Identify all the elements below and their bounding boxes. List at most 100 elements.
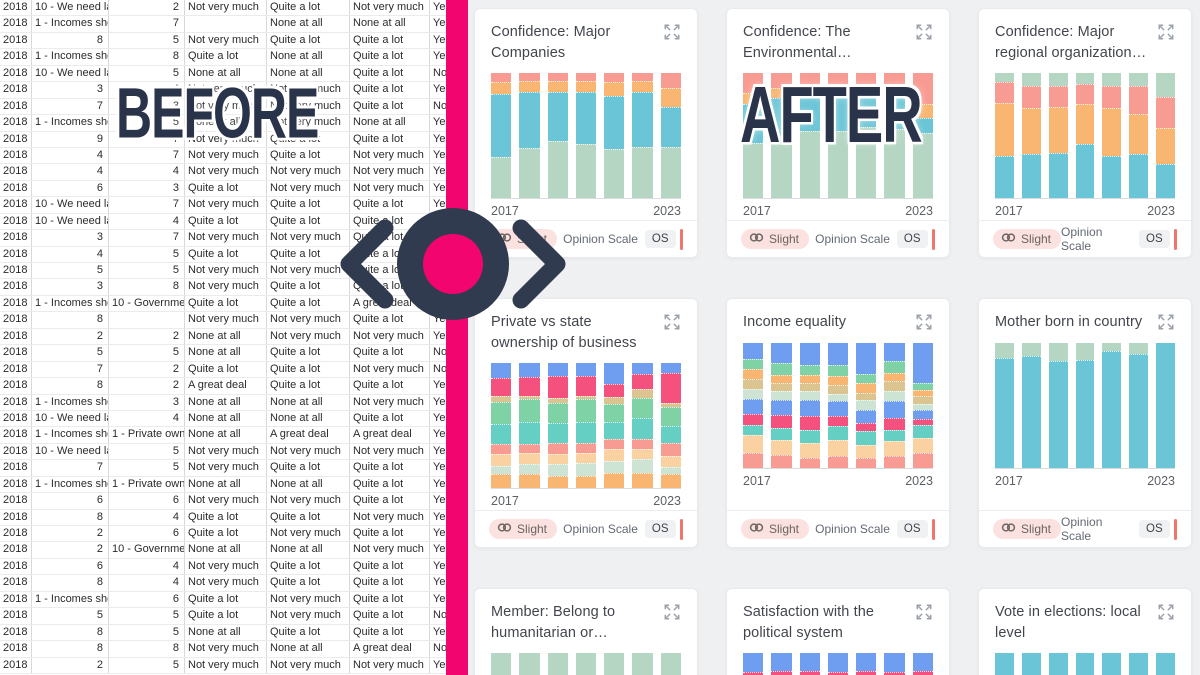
table-cell[interactable]: 10 - We need lar: [32, 443, 109, 460]
table-cell[interactable]: 2018: [0, 82, 32, 98]
table-cell[interactable]: 1 - Incomes shou: [32, 476, 109, 493]
chart-bar[interactable]: [660, 73, 681, 199]
table-cell[interactable]: Yes: [433, 658, 446, 671]
table-cell[interactable]: 2018: [0, 575, 32, 591]
table-cell[interactable]: None at all: [267, 16, 350, 32]
table-cell[interactable]: 4: [109, 575, 185, 591]
table-cell[interactable]: None at all: [185, 624, 267, 641]
table-cell[interactable]: None at all: [350, 115, 430, 131]
table-cell[interactable]: Yes: [433, 165, 446, 178]
chart-card[interactable]: Satisfaction with the political system20…: [726, 588, 950, 675]
table-cell[interactable]: Not very much: [350, 542, 430, 558]
table-cell[interactable]: Not very much: [185, 558, 267, 575]
table-cell[interactable]: 2018: [0, 542, 32, 558]
table-cell[interactable]: No: [433, 99, 446, 112]
table-cell[interactable]: 8: [32, 624, 109, 641]
chart-bar[interactable]: [1021, 73, 1041, 199]
table-cell[interactable]: Yes: [433, 181, 446, 194]
table-cell[interactable]: Yes: [433, 198, 446, 211]
chart-bar[interactable]: [547, 653, 568, 675]
table-cell[interactable]: Yes: [433, 625, 446, 638]
table-cell[interactable]: 2018: [0, 641, 32, 657]
expand-icon[interactable]: [915, 313, 933, 331]
table-cell[interactable]: Yes: [433, 17, 446, 30]
table-cell[interactable]: None at all: [185, 427, 267, 443]
chart-bar[interactable]: [856, 342, 877, 468]
table-cell[interactable]: 2018: [0, 230, 32, 246]
table-cell[interactable]: Quite a lot: [350, 591, 430, 608]
expand-icon[interactable]: [663, 313, 681, 331]
table-cell[interactable]: Quite a lot: [350, 575, 430, 591]
table-cell[interactable]: 5: [32, 345, 109, 361]
table-cell[interactable]: 2018: [0, 131, 32, 147]
table-cell[interactable]: [185, 16, 267, 32]
table-cell[interactable]: 8: [109, 641, 185, 657]
table-cell[interactable]: Quite a lot: [350, 460, 430, 476]
chart-card[interactable]: Private vs state ownership of business 20…: [474, 298, 698, 548]
table-cell[interactable]: 2018: [0, 32, 32, 49]
chart-bar[interactable]: [575, 363, 597, 489]
table-cell[interactable]: Not very much: [350, 361, 430, 378]
table-cell[interactable]: Quite a lot: [350, 65, 430, 82]
table-cell[interactable]: 2018: [0, 410, 32, 427]
slight-tag-badge[interactable]: Slight: [993, 519, 1062, 539]
chart-bar[interactable]: [1129, 653, 1149, 675]
table-cell[interactable]: Yes: [433, 379, 446, 392]
table-cell[interactable]: 5: [109, 32, 185, 49]
table-cell[interactable]: 2: [109, 378, 185, 394]
table-cell[interactable]: Yes: [433, 83, 446, 96]
table-cell[interactable]: 3: [109, 180, 185, 197]
chart-bar[interactable]: [884, 73, 905, 199]
table-cell[interactable]: Quite a lot: [350, 476, 430, 493]
table-cell[interactable]: Quite a lot: [350, 312, 430, 328]
chart-bar[interactable]: [519, 653, 540, 675]
table-cell[interactable]: 10 - We need lar: [32, 65, 109, 82]
table-cell[interactable]: Not very much: [267, 312, 350, 328]
slight-tag-badge[interactable]: Slight: [489, 519, 558, 539]
table-cell[interactable]: Not very much: [185, 164, 267, 180]
table-cell[interactable]: None at all: [267, 65, 350, 82]
table-cell[interactable]: Quite a lot: [185, 361, 267, 378]
table-cell[interactable]: 10 - Governmen: [109, 542, 185, 558]
table-cell[interactable]: 5: [109, 65, 185, 82]
table-cell[interactable]: No: [433, 642, 446, 655]
table-cell[interactable]: None at all: [267, 410, 350, 427]
table-cell[interactable]: Yes: [433, 428, 446, 441]
table-cell[interactable]: Not very much: [350, 147, 430, 164]
table-cell[interactable]: 5: [109, 624, 185, 641]
table-cell[interactable]: Quite a lot: [185, 180, 267, 197]
question-type-chip[interactable]: OS: [1139, 520, 1170, 538]
table-cell[interactable]: Quite a lot: [350, 32, 430, 49]
chart-bar[interactable]: [1048, 653, 1068, 675]
table-cell[interactable]: Quite a lot: [350, 624, 430, 641]
chart-card[interactable]: Confidence: The Environmental Protection…: [726, 8, 950, 258]
table-cell[interactable]: Quite a lot: [185, 591, 267, 608]
expand-icon[interactable]: [915, 603, 933, 621]
table-cell[interactable]: Not very much: [185, 98, 267, 115]
table-cell[interactable]: 2018: [0, 279, 32, 295]
table-cell[interactable]: 2018: [0, 460, 32, 476]
table-cell[interactable]: 2: [32, 526, 109, 542]
table-cell[interactable]: 1 - Incomes shou: [32, 591, 109, 608]
table-cell[interactable]: Quite a lot: [350, 493, 430, 509]
table-cell[interactable]: 1 - Incomes shou: [32, 16, 109, 32]
slight-tag-badge[interactable]: Slight: [741, 229, 810, 249]
table-cell[interactable]: 4: [32, 246, 109, 262]
table-cell[interactable]: 4: [109, 164, 185, 180]
chart-bar[interactable]: [995, 73, 1014, 199]
table-cell[interactable]: 10 - We need lar: [32, 213, 109, 230]
table-cell[interactable]: Quite a lot: [185, 509, 267, 525]
table-cell[interactable]: None at all: [267, 641, 350, 657]
table-cell[interactable]: Quite a lot: [267, 147, 350, 164]
table-cell[interactable]: Not very much: [185, 641, 267, 657]
table-cell[interactable]: Quite a lot: [185, 526, 267, 542]
table-cell[interactable]: Not very much: [185, 263, 267, 279]
chart-bar[interactable]: [743, 73, 764, 199]
chart-card[interactable]: Member: Belong to humanitarian or charit…: [474, 588, 698, 675]
table-cell[interactable]: 3: [32, 82, 109, 98]
table-cell[interactable]: Not very much: [185, 279, 267, 295]
slight-tag-badge[interactable]: Slight: [993, 229, 1062, 249]
expand-icon[interactable]: [1157, 23, 1175, 41]
chart-card[interactable]: Confidence: Major regional organization …: [978, 8, 1192, 258]
chart-bar[interactable]: [771, 653, 792, 675]
